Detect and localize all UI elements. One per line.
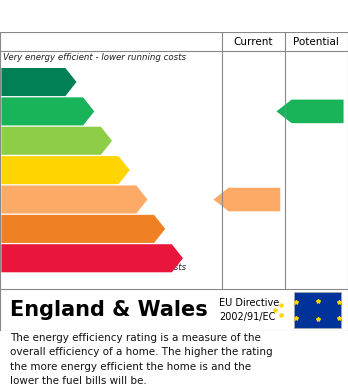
Text: Energy Efficiency Rating: Energy Efficiency Rating (10, 7, 258, 25)
Text: Not energy efficient - higher running costs: Not energy efficient - higher running co… (3, 263, 187, 272)
Text: D: D (116, 163, 128, 178)
Polygon shape (1, 215, 165, 243)
Polygon shape (1, 68, 77, 96)
Text: (92-100): (92-100) (5, 77, 45, 86)
Text: (39-54): (39-54) (5, 195, 39, 204)
Polygon shape (1, 97, 94, 126)
Text: (21-38): (21-38) (5, 224, 39, 233)
Text: A: A (63, 75, 75, 90)
Bar (294, 292, 341, 328)
Text: 40: 40 (248, 192, 268, 206)
Text: Very energy efficient - lower running costs: Very energy efficient - lower running co… (3, 52, 187, 61)
Polygon shape (1, 244, 183, 272)
Text: England & Wales: England & Wales (10, 300, 208, 320)
Text: (81-91): (81-91) (5, 107, 39, 116)
Text: 84: 84 (311, 104, 331, 118)
Polygon shape (1, 185, 148, 213)
Text: (69-80): (69-80) (5, 136, 39, 145)
Text: E: E (135, 192, 146, 207)
Polygon shape (1, 127, 112, 155)
Text: Current: Current (234, 37, 273, 47)
Text: Potential: Potential (293, 37, 339, 47)
Text: (1-20): (1-20) (5, 254, 34, 263)
Text: B: B (81, 104, 93, 119)
Text: F: F (153, 221, 164, 237)
Text: (55-68): (55-68) (5, 166, 40, 175)
Text: EU Directive
2002/91/EC: EU Directive 2002/91/EC (219, 298, 279, 322)
Polygon shape (276, 100, 343, 123)
Text: The energy efficiency rating is a measure of the
overall efficiency of a home. T: The energy efficiency rating is a measur… (10, 333, 273, 386)
Text: C: C (99, 133, 110, 148)
Polygon shape (213, 188, 280, 211)
Text: G: G (169, 251, 181, 266)
Polygon shape (1, 156, 130, 184)
